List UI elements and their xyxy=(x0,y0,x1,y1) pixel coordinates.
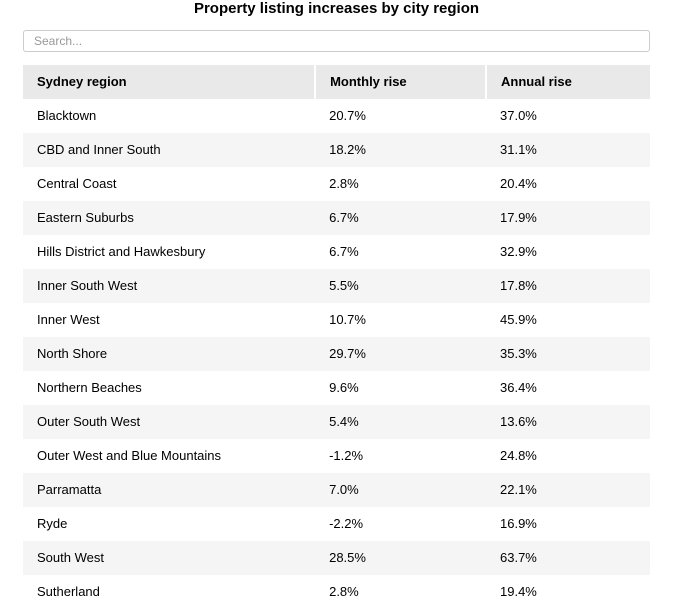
annual-rise-cell: 32.9% xyxy=(500,244,537,259)
column-header-annual-rise: Annual rise xyxy=(485,65,650,99)
annual-rise-cell: 22.1% xyxy=(500,482,537,497)
table-row: Outer South West 5.4% 13.6% xyxy=(23,405,650,439)
region-cell: CBD and Inner South xyxy=(37,142,161,157)
monthly-rise-cell: 7.0% xyxy=(329,482,359,497)
table-row: Central Coast 2.8% 20.4% xyxy=(23,167,650,201)
table-row: Ryde -2.2% 16.9% xyxy=(23,507,650,541)
table-row: Northern Beaches 9.6% 36.4% xyxy=(23,371,650,405)
region-cell: Outer South West xyxy=(37,414,141,429)
monthly-rise-cell: 6.7% xyxy=(329,210,359,225)
table-row: Parramatta 7.0% 22.1% xyxy=(23,473,650,507)
region-cell: Parramatta xyxy=(37,482,102,497)
page-title: Property listing increases by city regio… xyxy=(193,0,480,17)
table-row: Inner West 10.7% 45.9% xyxy=(23,303,650,337)
monthly-rise-cell: 6.7% xyxy=(329,244,359,259)
table-row: North Shore 29.7% 35.3% xyxy=(23,337,650,371)
monthly-rise-cell: 18.2% xyxy=(329,142,366,157)
monthly-rise-cell: 29.7% xyxy=(329,346,366,361)
region-cell: Inner South West xyxy=(37,278,138,293)
monthly-rise-cell: 10.7% xyxy=(329,312,366,327)
annual-rise-cell: 36.4% xyxy=(500,380,537,395)
monthly-rise-cell: 2.8% xyxy=(329,584,359,599)
table-row: Eastern Suburbs 6.7% 17.9% xyxy=(23,201,650,235)
monthly-rise-cell: 2.8% xyxy=(329,176,359,191)
annual-rise-cell: 24.8% xyxy=(500,448,537,463)
search-input[interactable] xyxy=(23,30,650,52)
annual-rise-cell: 16.9% xyxy=(500,516,537,531)
table-row: South West 28.5% 63.7% xyxy=(23,541,650,575)
annual-rise-cell: 17.9% xyxy=(500,210,537,225)
table-row: Outer West and Blue Mountains -1.2% 24.8… xyxy=(23,439,650,473)
region-cell: Ryde xyxy=(37,516,68,531)
region-cell: Northern Beaches xyxy=(37,380,142,395)
monthly-rise-cell: -2.2% xyxy=(329,516,364,531)
region-cell: Blacktown xyxy=(37,108,97,123)
table-row: Sutherland 2.8% 19.4% xyxy=(23,575,650,600)
region-cell: Sutherland xyxy=(37,584,100,599)
region-cell: Hills District and Hawkesbury xyxy=(37,244,206,259)
monthly-rise-cell: 28.5% xyxy=(329,550,366,565)
monthly-rise-cell: -1.2% xyxy=(329,448,364,463)
annual-rise-cell: 63.7% xyxy=(500,550,537,565)
annual-rise-cell: 45.9% xyxy=(500,312,537,327)
table-header: Sydney region Monthly rise Annual rise xyxy=(23,65,650,99)
monthly-rise-cell: 5.5% xyxy=(329,278,359,293)
table-header-row: Sydney region Monthly rise Annual rise xyxy=(23,65,650,99)
annual-rise-cell: 17.8% xyxy=(500,278,537,293)
column-header-monthly-rise: Monthly rise xyxy=(314,65,486,99)
table-row: Blacktown 20.7% 37.0% xyxy=(23,99,650,133)
region-table: Sydney region Monthly rise Annual rise B… xyxy=(23,65,650,600)
region-cell: Eastern Suburbs xyxy=(37,210,134,225)
region-cell: Inner West xyxy=(37,312,100,327)
table-row: CBD and Inner South 18.2% 31.1% xyxy=(23,133,650,167)
table-row: Hills District and Hawkesbury 6.7% 32.9% xyxy=(23,235,650,269)
annual-rise-cell: 20.4% xyxy=(500,176,537,191)
column-header-sydney-region: Sydney region xyxy=(23,65,316,99)
monthly-rise-cell: 5.4% xyxy=(329,414,359,429)
annual-rise-cell: 19.4% xyxy=(500,584,537,599)
annual-rise-cell: 13.6% xyxy=(500,414,537,429)
table-row: Inner South West 5.5% 17.8% xyxy=(23,269,650,303)
table-body: Blacktown 20.7% 37.0% CBD and Inner Sout… xyxy=(23,99,650,600)
region-cell: North Shore xyxy=(37,346,108,361)
monthly-rise-cell: 20.7% xyxy=(329,108,366,123)
annual-rise-cell: 35.3% xyxy=(500,346,537,361)
monthly-rise-cell: 9.6% xyxy=(329,380,359,395)
region-cell: Outer West and Blue Mountains xyxy=(37,448,222,463)
region-cell: Central Coast xyxy=(37,176,117,191)
annual-rise-cell: 37.0% xyxy=(500,108,537,123)
annual-rise-cell: 31.1% xyxy=(500,142,537,157)
region-cell: South West xyxy=(37,550,104,565)
